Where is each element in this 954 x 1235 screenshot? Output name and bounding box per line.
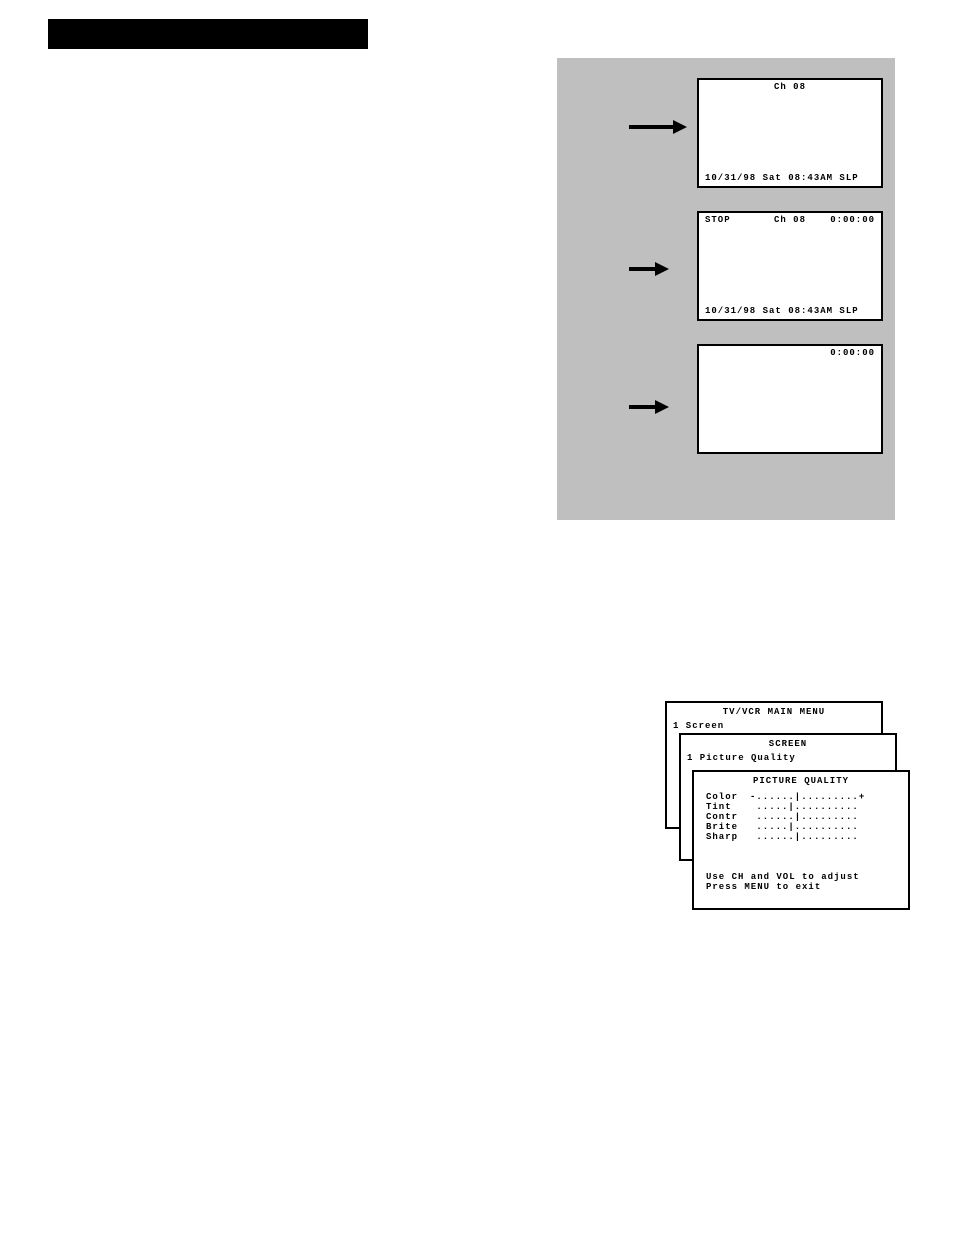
picture-quality-box: PICTURE QUALITY Color -......|.........+… (692, 770, 910, 910)
arrow-icon (629, 400, 671, 414)
osd-channel: Ch 08 (699, 82, 881, 92)
arrow-icon (629, 120, 689, 134)
pq-bar: .....|.......... (750, 822, 859, 832)
osd-status-line: 10/31/98 Sat 08:43AM SLP (705, 306, 859, 316)
osd-box: Ch 08 10/31/98 Sat 08:43AM SLP (697, 78, 883, 188)
pq-label: Contr (706, 812, 738, 822)
menu-title: TV/VCR MAIN MENU (667, 707, 881, 717)
osd-box: STOP Ch 08 0:00:00 10/31/98 Sat 08:43AM … (697, 211, 883, 321)
arrow-icon (629, 262, 671, 276)
pq-footer: Use CH and VOL to adjust (706, 872, 860, 882)
pq-footer: Press MENU to exit (706, 882, 821, 892)
pq-label: Sharp (706, 832, 738, 842)
header-black-bar (48, 19, 368, 49)
osd-box: 0:00:00 (697, 344, 883, 454)
pq-bar: .....|.......... (750, 802, 859, 812)
menu-item: 1 Screen (673, 721, 724, 731)
menu-title: PICTURE QUALITY (694, 776, 908, 786)
pq-bar: ......|......... (750, 812, 859, 822)
osd-counter: 0:00:00 (830, 215, 875, 225)
osd-status-line: 10/31/98 Sat 08:43AM SLP (705, 173, 859, 183)
pq-bar: -......|.........+ (750, 792, 865, 802)
pq-bar: ......|......... (750, 832, 859, 842)
pq-label: Tint (706, 802, 732, 812)
osd-counter: 0:00:00 (830, 348, 875, 358)
menu-item: 1 Picture Quality (687, 753, 796, 763)
menu-title: SCREEN (681, 739, 895, 749)
pq-label: Color (706, 792, 738, 802)
pq-label: Brite (706, 822, 738, 832)
